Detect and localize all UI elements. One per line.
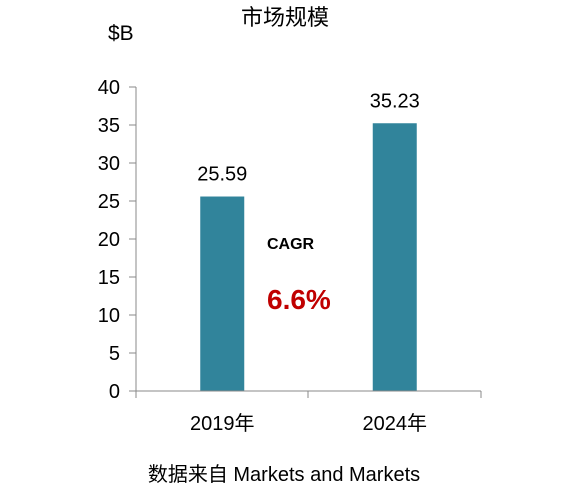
y-tick-label: 15 <box>98 267 120 289</box>
y-tick-label: 10 <box>98 305 120 327</box>
y-axis-ticks: 0 5 10 15 20 25 30 35 40 <box>98 77 136 403</box>
bars <box>200 123 417 391</box>
y-tick-label: 5 <box>109 343 120 365</box>
cagr-label: CAGR <box>267 236 315 253</box>
y-axis-unit-label: $B <box>108 22 134 45</box>
bar-value-label: 25.59 <box>197 164 247 186</box>
x-axis-categories: 2019年 2024年 <box>190 412 427 435</box>
data-labels: 25.59 35.23 <box>197 90 420 185</box>
bar-value-label: 35.23 <box>370 90 420 112</box>
y-tick-label: 20 <box>98 229 120 251</box>
source-note: 数据来自 Markets and Markets <box>148 463 420 486</box>
y-tick-label: 0 <box>109 381 120 403</box>
x-category-label: 2024年 <box>363 412 428 435</box>
y-tick-label: 35 <box>98 115 120 137</box>
cagr-value: 6.6% <box>267 284 331 315</box>
chart-title: 市场规模 <box>241 6 329 31</box>
y-tick-label: 25 <box>98 191 120 213</box>
y-tick-label: 40 <box>98 77 120 99</box>
bar <box>372 123 417 391</box>
y-tick-label: 30 <box>98 153 120 175</box>
bar <box>200 196 245 391</box>
x-category-label: 2019年 <box>190 412 255 435</box>
